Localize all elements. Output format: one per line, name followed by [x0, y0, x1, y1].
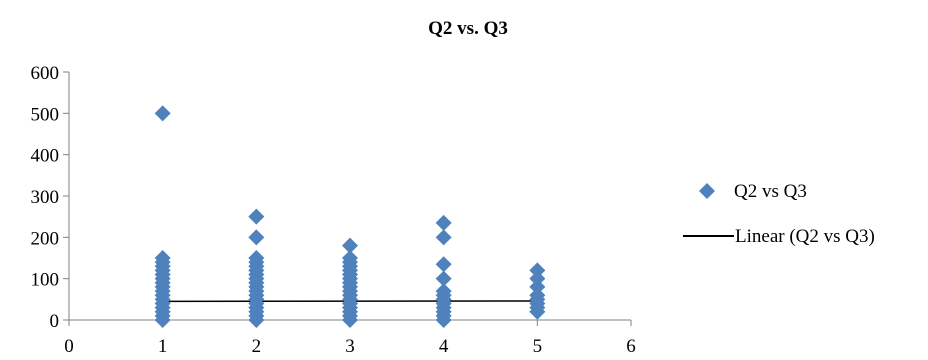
y-tick-label: 500 — [31, 104, 60, 125]
data-point — [529, 278, 546, 295]
data-point — [154, 312, 171, 328]
y-tick-label: 400 — [31, 146, 60, 167]
y-tick-label: 100 — [31, 270, 60, 291]
data-point — [435, 229, 452, 246]
data-point — [154, 105, 171, 122]
data-point — [435, 214, 452, 231]
x-tick-label: 6 — [626, 336, 636, 357]
data-point — [342, 237, 358, 254]
data-point — [529, 303, 546, 320]
data-point — [435, 270, 452, 287]
y-axis: 0 100 200 300 400 500 600 — [31, 63, 70, 332]
legend-marker-diamond — [699, 183, 715, 199]
y-tick-label: 200 — [31, 228, 60, 249]
legend-label-series: Q2 vs Q3 — [734, 181, 807, 202]
chart-title: Q2 vs. Q3 — [428, 18, 508, 39]
data-points — [154, 105, 546, 328]
data-point — [435, 256, 452, 273]
legend-item-trendline: Linear (Q2 vs Q3) — [683, 226, 875, 247]
y-tick-label: 300 — [31, 187, 60, 208]
legend-label-trendline: Linear (Q2 vs Q3) — [735, 226, 875, 247]
x-tick-label: 0 — [64, 336, 74, 357]
x-tick-label: 2 — [252, 336, 262, 357]
data-point — [248, 208, 265, 225]
x-tick-label: 5 — [533, 336, 543, 357]
x-tick-label: 1 — [158, 336, 168, 357]
data-point — [529, 270, 546, 287]
data-point — [248, 229, 265, 246]
legend-item-series: Q2 vs Q3 — [699, 181, 807, 202]
data-point — [248, 312, 265, 328]
x-tick-label: 3 — [345, 336, 355, 357]
data-point — [529, 262, 546, 279]
y-tick-label: 0 — [50, 311, 60, 332]
y-tick-label: 600 — [31, 63, 60, 84]
x-tick-label: 4 — [439, 336, 449, 357]
legend: Q2 vs Q3 Linear (Q2 vs Q3) — [683, 181, 875, 247]
data-point — [435, 312, 452, 328]
data-point — [342, 312, 358, 328]
